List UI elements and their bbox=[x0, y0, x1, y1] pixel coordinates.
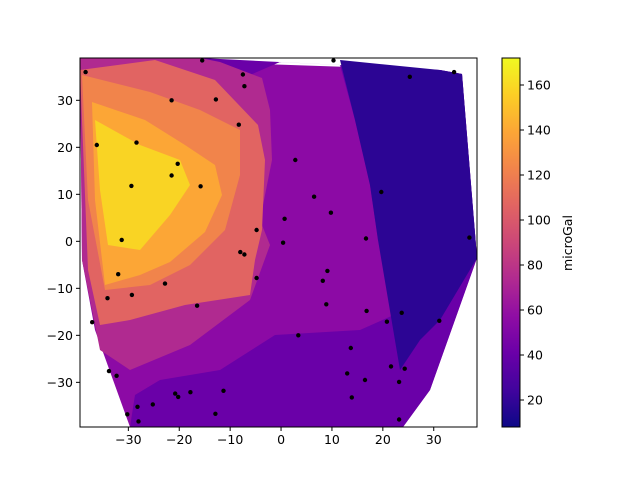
measurement-point-29 bbox=[116, 272, 121, 277]
plot-frame bbox=[79, 57, 478, 428]
measurement-point-50 bbox=[396, 379, 402, 385]
x-tick-label: 10 bbox=[324, 432, 340, 447]
measurement-point-2 bbox=[240, 72, 246, 77]
measurement-point-53 bbox=[188, 390, 193, 395]
y-tick-label: 20 bbox=[57, 140, 73, 155]
x-tick-label: 30 bbox=[426, 432, 442, 447]
measurement-point-56 bbox=[150, 402, 155, 407]
measurement-point-28 bbox=[254, 275, 259, 281]
measurement-point-27 bbox=[242, 252, 247, 257]
measurement-point-51 bbox=[173, 391, 178, 396]
x-tick-label: −10 bbox=[217, 432, 243, 447]
measurement-point-3 bbox=[242, 84, 247, 89]
y-tick-label: −30 bbox=[47, 375, 73, 390]
measurement-point-17 bbox=[311, 194, 317, 199]
y-tick-label: −10 bbox=[47, 281, 73, 296]
measurement-point-9 bbox=[175, 161, 180, 166]
measurement-point-48 bbox=[388, 364, 394, 369]
measurement-point-26 bbox=[238, 249, 243, 255]
measurement-point-20 bbox=[379, 189, 384, 195]
measurement-point-11 bbox=[129, 183, 134, 189]
measurement-point-55 bbox=[349, 395, 354, 400]
x-tick-label: −30 bbox=[115, 432, 141, 447]
y-tick-label: −20 bbox=[47, 328, 73, 343]
measurement-point-37 bbox=[90, 320, 95, 325]
measurement-point-31 bbox=[105, 296, 110, 301]
measurement-point-45 bbox=[114, 373, 119, 378]
colorbar-tick-label: 140 bbox=[527, 123, 551, 138]
contour-level-peak bbox=[95, 120, 190, 250]
measurement-point-25 bbox=[467, 235, 472, 240]
measurement-point-22 bbox=[331, 58, 336, 63]
measurement-point-24 bbox=[451, 69, 457, 75]
x-tick-label: 20 bbox=[375, 432, 391, 447]
measurement-point-15 bbox=[280, 240, 286, 245]
measurement-point-30 bbox=[162, 281, 168, 286]
y-tick-label: 10 bbox=[57, 187, 73, 202]
measurement-point-19 bbox=[293, 157, 298, 163]
measurement-point-47 bbox=[362, 377, 368, 383]
measurement-point-46 bbox=[345, 371, 350, 376]
measurement-point-39 bbox=[364, 308, 369, 314]
measurement-point-52 bbox=[176, 394, 181, 400]
measurement-point-8 bbox=[134, 140, 139, 145]
y-tick-label: 0 bbox=[65, 234, 73, 249]
colorbar-tick-label: 60 bbox=[527, 303, 543, 318]
measurement-point-0 bbox=[83, 69, 88, 75]
measurement-point-5 bbox=[213, 97, 219, 102]
measurement-point-13 bbox=[254, 227, 259, 233]
measurement-point-43 bbox=[348, 345, 353, 351]
measurement-point-49 bbox=[402, 366, 407, 371]
measurement-point-16 bbox=[282, 216, 287, 221]
measurement-point-7 bbox=[94, 142, 100, 148]
y-axis-ticks: −30 −20 −10 0 10 20 30 bbox=[47, 93, 80, 390]
colorbar-tick-label: 160 bbox=[527, 78, 551, 93]
measurement-point-14 bbox=[119, 237, 124, 243]
y-tick-label: 30 bbox=[57, 93, 73, 108]
measurement-point-59 bbox=[213, 411, 218, 416]
colorbar-ticks: 20 40 60 80 100 120 140 160 bbox=[520, 78, 551, 408]
measurement-point-38 bbox=[296, 333, 301, 338]
measurement-point-54 bbox=[221, 388, 226, 393]
measurement-point-44 bbox=[106, 368, 112, 374]
measurement-point-6 bbox=[236, 122, 241, 127]
measurement-point-60 bbox=[136, 419, 141, 424]
measurement-point-42 bbox=[437, 318, 442, 323]
measurement-point-40 bbox=[384, 319, 390, 324]
measurement-point-12 bbox=[198, 184, 203, 189]
measurement-point-33 bbox=[194, 303, 200, 308]
colorbar-tick-label: 100 bbox=[527, 213, 551, 228]
measurement-point-18 bbox=[328, 210, 334, 215]
measurement-point-61 bbox=[396, 417, 402, 422]
measurement-point-41 bbox=[399, 310, 404, 315]
measurement-point-10 bbox=[169, 173, 174, 178]
measurement-point-21 bbox=[363, 236, 369, 241]
measurement-point-32 bbox=[129, 292, 135, 298]
measurement-points bbox=[83, 58, 472, 424]
colorbar-tick-label: 40 bbox=[527, 348, 543, 363]
measurement-point-34 bbox=[325, 268, 330, 274]
measurement-point-58 bbox=[125, 412, 130, 417]
x-tick-label: −20 bbox=[166, 432, 192, 447]
measurement-point-4 bbox=[169, 98, 174, 103]
measurement-point-57 bbox=[135, 404, 140, 409]
contour-level-low bbox=[340, 60, 477, 370]
colorbar-tick-label: 120 bbox=[527, 168, 551, 183]
plot-area bbox=[80, 58, 477, 427]
measurement-point-36 bbox=[324, 302, 329, 307]
measurement-point-35 bbox=[320, 278, 325, 283]
colorbar-tick-label: 80 bbox=[527, 258, 543, 273]
measurement-point-1 bbox=[200, 58, 205, 63]
colorbar bbox=[501, 57, 521, 428]
x-axis-ticks: −30 −20 −10 0 10 20 30 bbox=[115, 427, 442, 447]
colorbar-label: microGal bbox=[560, 215, 575, 271]
x-tick-label: 0 bbox=[277, 432, 285, 447]
measurement-point-23 bbox=[407, 74, 412, 80]
colorbar-tick-label: 20 bbox=[527, 393, 543, 408]
